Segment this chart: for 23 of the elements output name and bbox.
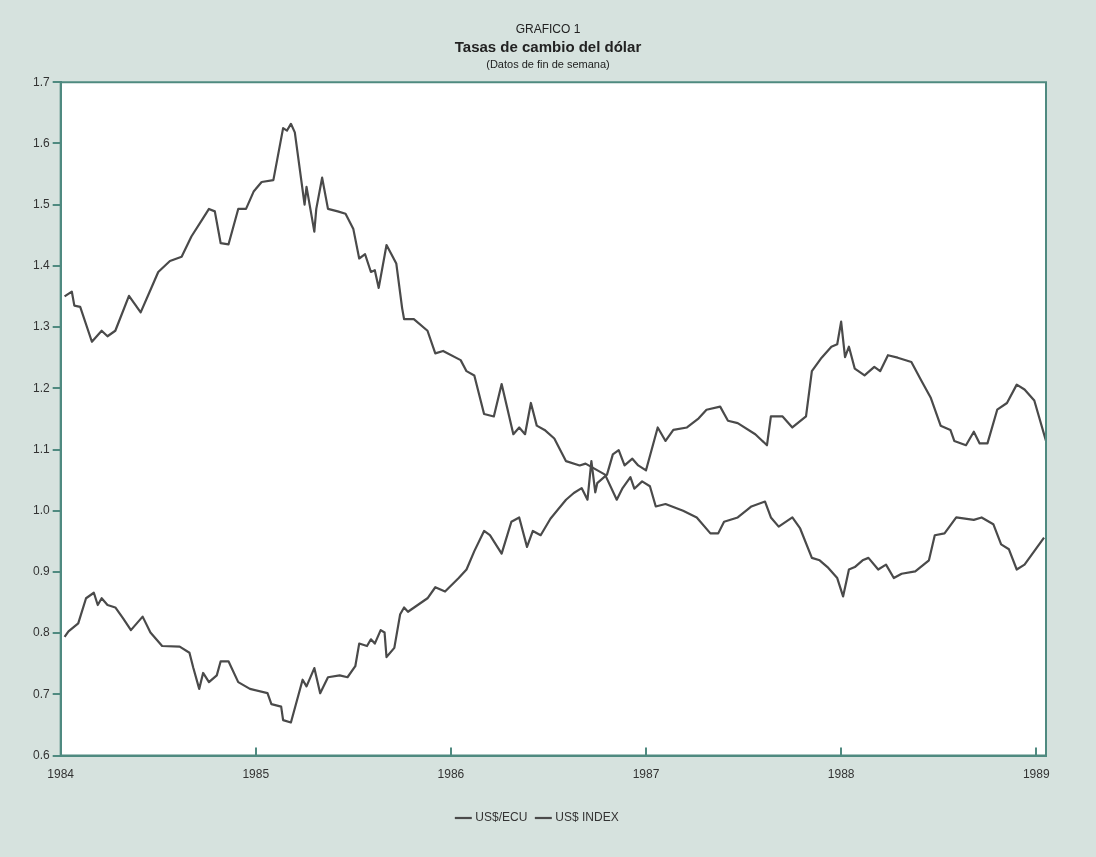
y-tick-label: 1.2 <box>32 380 50 395</box>
y-tick-label: 1.6 <box>32 135 50 150</box>
x-tick-label: 1987 <box>632 767 660 782</box>
y-tick-label: 1.4 <box>32 258 50 273</box>
y-tick-label: 1.5 <box>32 196 50 211</box>
y-tick-label: 1.3 <box>32 319 50 334</box>
x-tick-label: 1988 <box>827 767 855 782</box>
chart-subtitle: (Datos de fin de semana) <box>485 57 611 72</box>
y-tick-label: 0.9 <box>32 564 50 579</box>
x-tick-label: 1985 <box>242 767 270 782</box>
legend-label: US$ INDEX <box>555 810 619 825</box>
x-tick-label: 1986 <box>437 767 465 782</box>
y-tick-label: 0.7 <box>32 686 50 701</box>
y-tick-label: 0.6 <box>32 747 50 762</box>
y-tick-label: 1.7 <box>32 74 50 89</box>
x-tick-label: 1984 <box>47 767 75 782</box>
y-tick-label: 0.8 <box>32 625 50 640</box>
y-tick-label: 1.1 <box>32 441 50 456</box>
x-tick-label: 1989 <box>1022 767 1050 782</box>
text: GRAFICO 1 <box>514 22 582 37</box>
y-tick-label: 1.0 <box>32 503 50 518</box>
chart-title: Tasas de cambio del dólar <box>453 37 643 57</box>
legend-label: US$/ECU <box>475 810 528 825</box>
